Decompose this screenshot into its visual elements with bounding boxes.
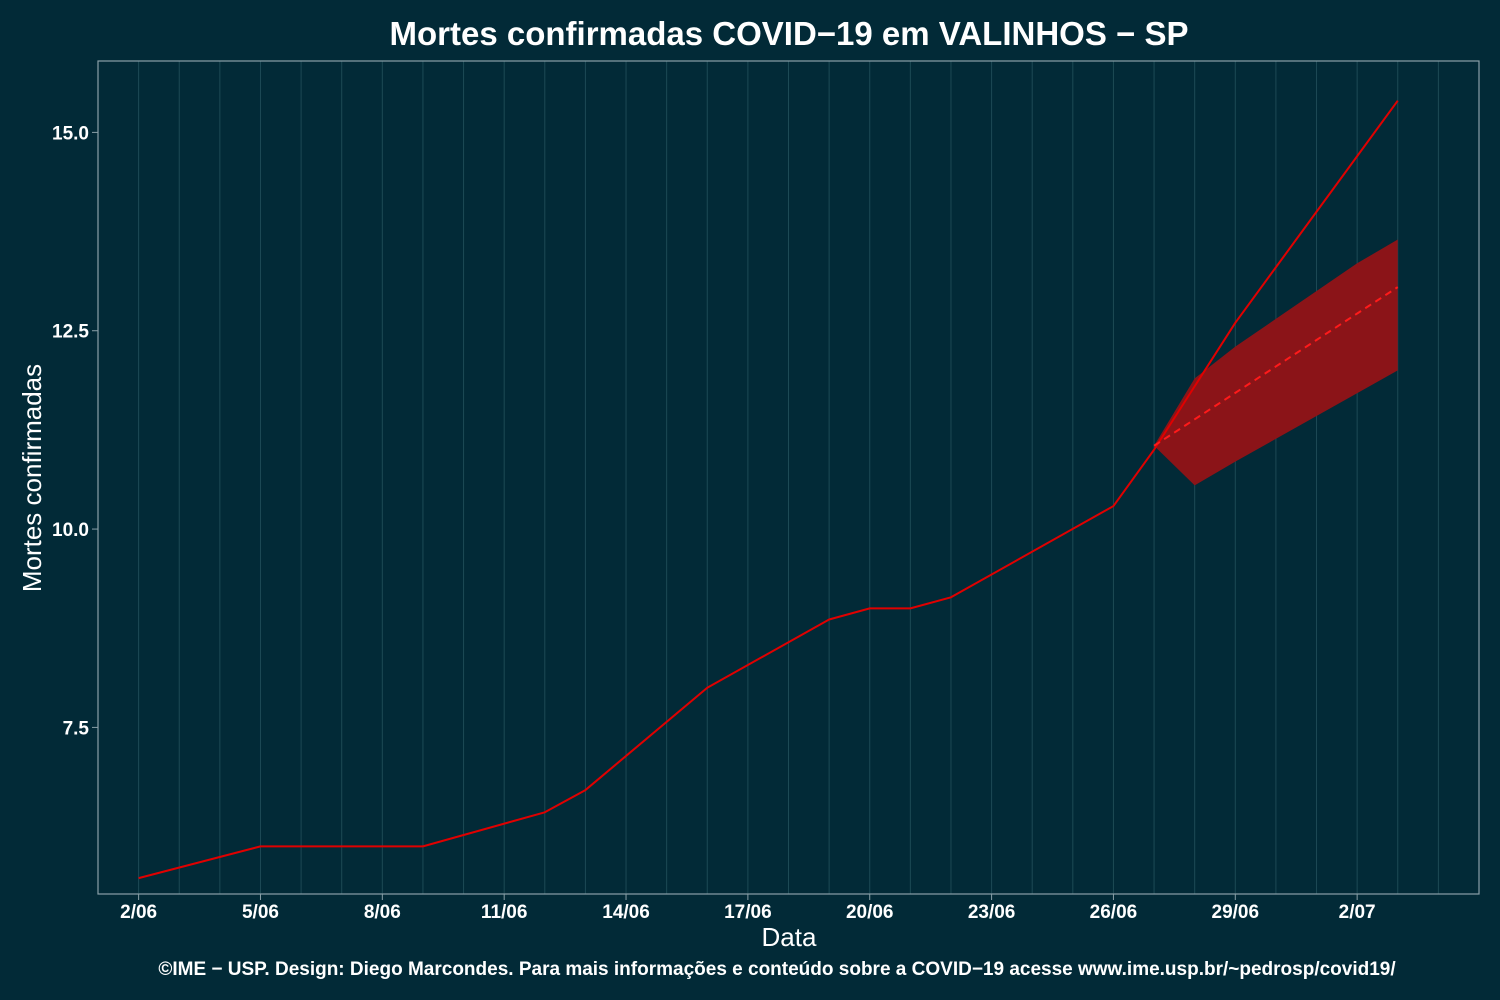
x-tick-label: 2/07 bbox=[1339, 902, 1376, 923]
grid bbox=[138, 61, 1439, 894]
x-tick-label: 26/06 bbox=[1090, 902, 1138, 923]
x-tick-label: 2/06 bbox=[120, 902, 157, 923]
plot-frame bbox=[97, 60, 1480, 895]
x-tick-label: 20/06 bbox=[846, 902, 894, 923]
x-axis-title: Data bbox=[762, 922, 817, 952]
x-tick-label: 29/06 bbox=[1212, 902, 1260, 923]
prediction-line bbox=[1153, 286, 1399, 447]
y-axis-ticks: 7.5 10.0 12.5 15.0 bbox=[52, 123, 98, 739]
y-tick-label: 15.0 bbox=[52, 123, 89, 144]
x-tick-label: 14/06 bbox=[602, 902, 650, 923]
x-tick-label: 23/06 bbox=[968, 902, 1016, 923]
x-tick-label: 8/06 bbox=[364, 902, 401, 923]
x-tick-label: 11/06 bbox=[481, 902, 528, 923]
y-tick-label: 12.5 bbox=[52, 322, 89, 343]
x-tick-label: 5/06 bbox=[242, 902, 279, 923]
confidence-band bbox=[1154, 239, 1398, 486]
x-tick-label: 17/06 bbox=[724, 902, 772, 923]
x-axis-ticks: 2/06 5/06 8/06 11/06 14/06 17/06 20/06 23/06 26/… bbox=[120, 894, 1376, 923]
series-lines bbox=[138, 100, 1399, 880]
y-tick-label: 7.5 bbox=[63, 718, 90, 739]
caption: ©IME − USP. Design: Diego Marcondes. Par… bbox=[158, 959, 1396, 980]
deaths-line bbox=[138, 100, 1399, 880]
prediction-band bbox=[1154, 239, 1398, 486]
y-axis-title: Mortes confirmadas bbox=[17, 364, 47, 592]
chart-title: Mortes confirmadas COVID−19 em VALINHOS … bbox=[390, 15, 1189, 52]
y-tick-label: 10.0 bbox=[52, 520, 89, 541]
